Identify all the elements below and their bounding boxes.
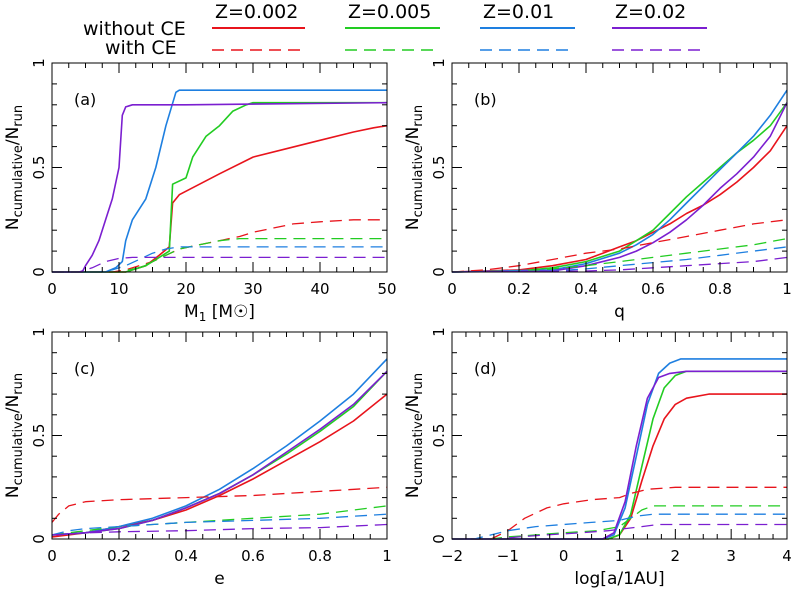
x-tick-label: 0.4 — [174, 547, 198, 565]
series-line-3-4 — [51, 370, 388, 536]
series-line-1-4 — [52, 101, 388, 273]
x-tick-label: 1 — [615, 547, 625, 565]
y-tick-label: 0 — [430, 534, 448, 544]
y-tick-label: 1 — [430, 58, 448, 68]
series-line-2-2 — [451, 102, 788, 273]
plot-frame — [451, 331, 788, 540]
series-line-2-1 — [451, 125, 788, 273]
x-tick-label: 3 — [726, 547, 736, 565]
series-line-3-1 — [51, 393, 388, 538]
plot-frame — [51, 331, 388, 540]
x-axis-label: M1 [M☉] — [184, 302, 255, 324]
series-line-4-5 — [452, 486, 787, 540]
series-line-1-1 — [52, 124, 388, 273]
series-line-4-8 — [452, 523, 787, 540]
x-tick-label: 0 — [559, 547, 569, 565]
series-line-1-6 — [52, 237, 387, 273]
x-tick-label: 0.4 — [574, 280, 598, 298]
x-axis-label: log[a/1AU] — [574, 569, 664, 589]
x-tick-label: 0.8 — [308, 547, 332, 565]
panel-label: (d) — [474, 359, 497, 378]
x-tick-label: 10 — [109, 280, 128, 298]
x-tick-label: 0.2 — [507, 280, 531, 298]
x-axis-label: q — [614, 302, 625, 322]
series-line-2-4 — [451, 102, 788, 273]
series-line-3-2 — [51, 370, 388, 536]
legend-row-label-without-ce: without CE — [83, 18, 186, 40]
x-tick-label: 4 — [782, 547, 792, 565]
series-line-4-6 — [452, 505, 787, 540]
series-line-4-3 — [452, 358, 787, 540]
panel-1: 0 10 20 30 40 50 0 0.5 1 (a) M1 [M☉] Ncumulative/Nr… — [3, 58, 397, 324]
x-tick-label: 0.6 — [641, 280, 665, 298]
x-axis-label: e — [214, 569, 224, 589]
y-tick-label: 1 — [430, 327, 448, 337]
x-tick-label: 1 — [382, 547, 392, 565]
y-tick-label: 0.5 — [430, 156, 448, 180]
legend-row-label-with-ce: with CE — [105, 37, 177, 59]
plot-frame — [451, 62, 788, 273]
y-tick-label: 1 — [30, 58, 48, 68]
panel-label: (c) — [74, 359, 95, 378]
x-tick-label: 30 — [243, 280, 262, 298]
series-line-2-3 — [451, 89, 788, 273]
x-tick-label: 0 — [47, 280, 57, 298]
series-line-1-3 — [52, 89, 387, 273]
x-tick-label: 2 — [671, 547, 681, 565]
legend: without CE with CE Z=0.002 Z=0.005 Z=0.0… — [83, 1, 707, 59]
series-line-3-7 — [51, 513, 388, 536]
legend-z-label-4: Z=0.02 — [615, 1, 686, 23]
panel-label: (a) — [74, 90, 96, 109]
panel-2: 0 0.2 0.4 0.6 0.8 1 0 0.5 1 (b) q Ncumulative/Nrun — [403, 58, 792, 322]
x-tick-label: 40 — [310, 280, 329, 298]
legend-z-label-1: Z=0.002 — [215, 1, 298, 23]
x-tick-label: 0.6 — [241, 547, 265, 565]
series-line-2-5 — [451, 219, 788, 273]
legend-z-label-2: Z=0.005 — [348, 1, 431, 23]
y-tick-label: 0 — [30, 267, 48, 277]
y-tick-label: 0 — [30, 534, 48, 544]
y-axis-label: Ncumulative/Nrun — [403, 373, 426, 498]
x-tick-label: 50 — [377, 280, 396, 298]
panel-label: (b) — [474, 90, 497, 109]
series-line-4-4 — [452, 370, 787, 540]
y-tick-label: 1 — [30, 327, 48, 337]
y-tick-label: 0 — [430, 267, 448, 277]
panel-4: −2 −1 0 1 2 3 4 0 0.5 1 (d) log[a/1AU] Ncumulative/N… — [403, 327, 792, 589]
x-tick-label: 0 — [447, 280, 457, 298]
x-tick-label: 0.8 — [708, 280, 732, 298]
legend-z-label-3: Z=0.01 — [483, 1, 554, 23]
y-tick-label: 0.5 — [430, 424, 448, 448]
y-axis-label: Ncumulative/Nrun — [403, 105, 426, 230]
panel-3: 0 0.2 0.4 0.6 0.8 1 0 0.5 1 (c) e Ncumulative/Nrun — [3, 327, 392, 589]
x-tick-label: 0 — [47, 547, 57, 565]
x-tick-label: −1 — [497, 547, 519, 565]
series-line-3-3 — [51, 358, 388, 536]
series-line-2-6 — [451, 237, 788, 273]
y-tick-label: 0.5 — [30, 424, 48, 448]
series-line-2-8 — [451, 256, 788, 273]
x-tick-label: −2 — [441, 547, 463, 565]
series-line-1-7 — [52, 246, 387, 273]
y-tick-label: 0.5 — [30, 156, 48, 180]
y-axis-label: Ncumulative/Nrun — [3, 373, 26, 498]
x-tick-label: 1 — [782, 280, 792, 298]
x-tick-label: 20 — [176, 280, 195, 298]
series-line-3-5 — [51, 486, 388, 523]
x-tick-label: 0.2 — [107, 547, 131, 565]
y-axis-label: Ncumulative/Nrun — [3, 105, 26, 230]
